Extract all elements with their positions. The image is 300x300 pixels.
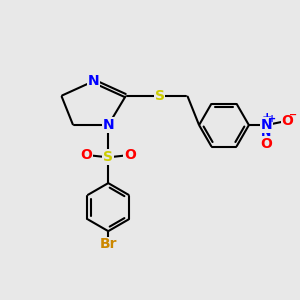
Text: S: S: [103, 150, 113, 164]
Text: O: O: [260, 137, 272, 151]
Text: +
N: + N: [261, 111, 272, 139]
Text: N: N: [88, 74, 99, 88]
Text: Br: Br: [100, 237, 117, 251]
Text: O: O: [282, 114, 293, 128]
Text: N: N: [102, 118, 114, 132]
Text: S: S: [154, 89, 164, 103]
Text: O: O: [80, 148, 92, 162]
Text: −: −: [290, 110, 298, 120]
Text: O: O: [124, 148, 136, 162]
Text: N: N: [261, 118, 272, 132]
Text: +: +: [268, 114, 276, 124]
